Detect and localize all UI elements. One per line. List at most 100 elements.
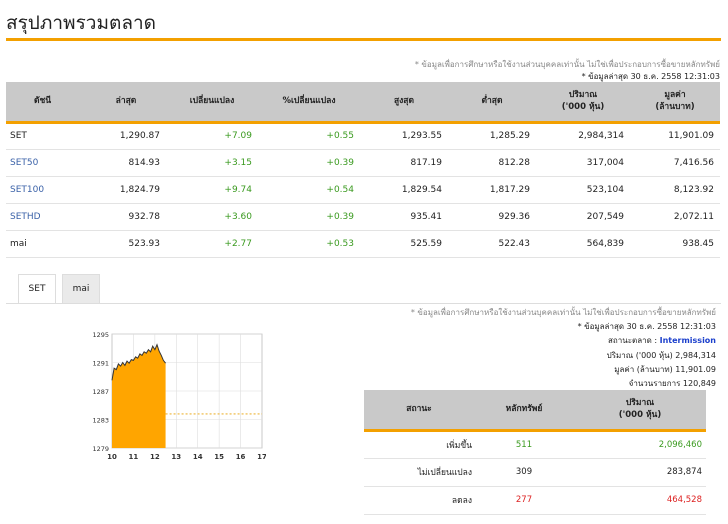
volume-value: 2,984,314 <box>536 122 630 150</box>
volume-value: 564,839 <box>536 230 630 258</box>
breadth-volume: 464,528 <box>574 486 706 515</box>
header-volume-line2: ('000 หุ้น) <box>561 102 605 113</box>
x-tick-label: 13 <box>171 453 181 461</box>
market-trades: จำนวนรายการ 120,849 <box>628 379 716 389</box>
price-line <box>111 343 166 381</box>
updated-note: * ข้อมูลล่าสุด 30 ธ.ค. 2558 12:31:03 <box>581 72 720 81</box>
x-tick-label: 12 <box>150 453 160 461</box>
x-tick-label: 11 <box>129 453 139 461</box>
market-status-line: สถานะตลาด : Intermission <box>411 334 716 348</box>
breadth-count: 277 <box>474 486 574 515</box>
price-area <box>112 344 166 448</box>
low-value: 1,817.29 <box>448 176 536 204</box>
header-index: ดัชนี <box>6 82 86 124</box>
header-breadth-volume-line1: ปริมาณ <box>625 398 655 409</box>
x-tick-label: 15 <box>214 453 224 461</box>
value-value: 2,072.11 <box>630 203 720 231</box>
pct-change-value: +0.53 <box>258 230 360 258</box>
table-row: ลดลง 277 464,528 <box>364 486 706 515</box>
low-value: 522.43 <box>448 230 536 258</box>
pct-change-value: +0.39 <box>258 203 360 231</box>
table-row: SET 1,290.87 +7.09 +0.55 1,293.55 1,285.29 2,9… <box>6 122 720 150</box>
market-breadth-table: สถานะ หลักทรัพย์ ปริมาณ ('000 หุ้น) เพิ่ม… <box>364 390 706 515</box>
breadth-volume: 283,874 <box>574 458 706 487</box>
header-status: สถานะ <box>364 390 474 432</box>
chart-tabs: SET mai <box>18 274 100 304</box>
high-value: 817.19 <box>360 149 448 177</box>
index-name[interactable]: SETHD <box>6 203 86 231</box>
header-pct-change: %เปลี่ยนแปลง <box>258 82 360 124</box>
volume-value: 317,004 <box>536 149 630 177</box>
market-disclaimer: * ข้อมูลเพื่อการศึกษาหรือใช้งานส่วนบุคคล… <box>410 308 716 317</box>
disclaimer-note: * ข้อมูลเพื่อการศึกษาหรือใช้งานส่วนบุคคล… <box>414 60 720 69</box>
header-breadth-volume: ปริมาณ ('000 หุ้น) <box>574 390 706 432</box>
y-tick-label: 1295 <box>92 331 109 339</box>
breadth-count: 511 <box>474 430 574 459</box>
breadth-status: เพิ่มขึ้น <box>364 430 474 459</box>
market-value: มูลค่า (ล้านบาท) 11,901.09 <box>614 364 716 374</box>
pct-change-value: +0.55 <box>258 122 360 150</box>
y-tick-label: 1279 <box>92 445 109 453</box>
index-table-header: ดัชนี ล่าสุด เปลี่ยนแปลง %เปลี่ยนแปลง สู… <box>6 82 720 124</box>
high-value: 525.59 <box>360 230 448 258</box>
x-tick-label: 10 <box>107 453 117 461</box>
last-value: 523.93 <box>86 230 166 258</box>
header-volume-line1: ปริมาณ <box>568 90 598 101</box>
change-value: +3.60 <box>166 203 258 231</box>
tab-set[interactable]: SET <box>18 274 56 304</box>
market-updated: * ข้อมูลล่าสุด 30 ธ.ค. 2558 12:31:03 <box>577 322 716 332</box>
y-tick-label: 1291 <box>92 360 109 368</box>
breadth-count: 309 <box>474 458 574 487</box>
y-tick-label: 1287 <box>92 388 109 396</box>
page-title: สรุปภาพรวมตลาด <box>6 12 156 34</box>
table-row: SET100 1,824.79 +9.74 +0.54 1,829.54 1,817.29… <box>6 176 720 204</box>
low-value: 812.28 <box>448 149 536 177</box>
tabs-divider <box>6 303 721 304</box>
last-value: 1,290.87 <box>86 122 166 150</box>
index-name: SET <box>6 122 86 150</box>
value-value: 7,416.56 <box>630 149 720 177</box>
index-table: ดัชนี ล่าสุด เปลี่ยนแปลง %เปลี่ยนแปลง สู… <box>6 82 720 258</box>
high-value: 935.41 <box>360 203 448 231</box>
market-status-value: Intermission <box>659 336 716 346</box>
high-value: 1,829.54 <box>360 176 448 204</box>
table-row: เพิ่มขึ้น 511 2,096,460 <box>364 430 706 459</box>
header-value: มูลค่า (ล้านบาท) <box>630 82 720 124</box>
breadth-status: ไม่เปลี่ยนแปลง <box>364 458 474 487</box>
header-value-line1: มูลค่า <box>664 90 686 101</box>
change-value: +9.74 <box>166 176 258 204</box>
table-row: ไม่เปลี่ยนแปลง 309 283,874 <box>364 458 706 487</box>
last-value: 814.93 <box>86 149 166 177</box>
tab-mai[interactable]: mai <box>62 274 100 304</box>
y-tick-label: 1283 <box>92 417 109 425</box>
last-value: 1,824.79 <box>86 176 166 204</box>
header-change: เปลี่ยนแปลง <box>166 82 258 124</box>
title-underline <box>6 38 721 41</box>
x-tick-label: 16 <box>236 453 246 461</box>
table-row: mai 523.93 +2.77 +0.53 525.59 522.43 564,839 93… <box>6 230 720 258</box>
change-value: +3.15 <box>166 149 258 177</box>
pct-change-value: +0.54 <box>258 176 360 204</box>
header-last: ล่าสุด <box>86 82 166 124</box>
last-value: 932.78 <box>86 203 166 231</box>
market-status-label: สถานะตลาด : <box>608 336 658 346</box>
breadth-volume: 2,096,460 <box>574 430 706 459</box>
x-tick-label: 14 <box>193 453 203 461</box>
header-high: สูงสุด <box>360 82 448 124</box>
index-name: mai <box>6 230 86 258</box>
value-value: 938.45 <box>630 230 720 258</box>
high-value: 1,293.55 <box>360 122 448 150</box>
value-value: 8,123.92 <box>630 176 720 204</box>
low-value: 1,285.29 <box>448 122 536 150</box>
pct-change-value: +0.39 <box>258 149 360 177</box>
volume-value: 523,104 <box>536 176 630 204</box>
change-value: +2.77 <box>166 230 258 258</box>
low-value: 929.36 <box>448 203 536 231</box>
header-value-line2: (ล้านบาท) <box>655 102 695 113</box>
x-tick-label: 17 <box>257 453 266 461</box>
index-name[interactable]: SET100 <box>6 176 86 204</box>
table-row: SETHD 932.78 +3.60 +0.39 935.41 929.36 207,549… <box>6 203 720 231</box>
volume-value: 207,549 <box>536 203 630 231</box>
index-name[interactable]: SET50 <box>6 149 86 177</box>
market-volume: ปริมาณ ('000 หุ้น) 2,984,314 <box>606 350 716 360</box>
